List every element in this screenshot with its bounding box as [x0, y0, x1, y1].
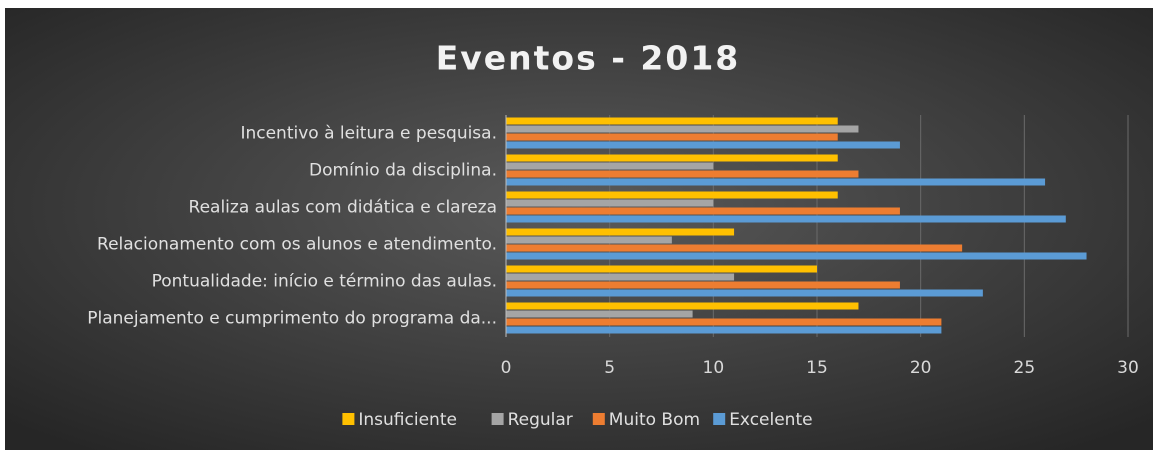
legend-label: Excelente	[729, 410, 812, 430]
bar	[506, 318, 942, 326]
x-tick-label: 15	[806, 358, 828, 378]
bar	[506, 207, 900, 215]
bar	[506, 236, 672, 244]
x-tick-label: 10	[703, 358, 725, 378]
legend-swatch	[491, 413, 504, 425]
bar	[506, 191, 838, 199]
y-tick-label: Incentivo à leitura e pesquisa.	[240, 124, 497, 144]
legend-swatch	[713, 413, 726, 425]
bar	[506, 154, 838, 162]
y-tick-label: Pontualidade: início e término das aulas…	[152, 272, 497, 292]
x-tick-label: 0	[501, 358, 512, 378]
y-tick-label: Realiza aulas com didática e clareza	[189, 198, 497, 218]
bar	[506, 215, 1066, 223]
x-tick-label: 20	[910, 358, 932, 378]
chart-title: Eventos - 2018	[436, 39, 741, 78]
legend-label: Muito Bom	[609, 410, 700, 430]
y-tick-label: Domínio da disciplina.	[309, 161, 497, 181]
bar	[506, 289, 983, 297]
bar	[506, 281, 900, 289]
x-tick-label: 5	[604, 358, 615, 378]
bar	[506, 244, 963, 252]
bar	[506, 252, 1087, 260]
bar	[506, 125, 859, 133]
bar	[506, 265, 817, 273]
legend-swatch	[592, 413, 605, 425]
y-tick-label: Relacionamento com os alunos e atendimen…	[97, 235, 497, 255]
legend-swatch	[342, 413, 355, 425]
bar	[506, 117, 838, 125]
bar	[506, 133, 838, 141]
legend-label: Regular	[508, 410, 573, 430]
bar	[506, 141, 900, 149]
bar	[506, 302, 859, 310]
legend-label: Insuficiente	[358, 410, 457, 430]
bar	[506, 228, 735, 236]
bar	[506, 199, 714, 207]
bar	[506, 178, 1046, 186]
x-tick-label: 25	[1014, 358, 1036, 378]
bar	[506, 326, 942, 334]
bar	[506, 162, 714, 170]
bar	[506, 273, 735, 281]
bar	[506, 310, 693, 318]
bar	[506, 170, 859, 178]
x-tick-label: 30	[1117, 358, 1139, 378]
y-tick-label: Planejamento e cumprimento do programa d…	[87, 309, 497, 329]
